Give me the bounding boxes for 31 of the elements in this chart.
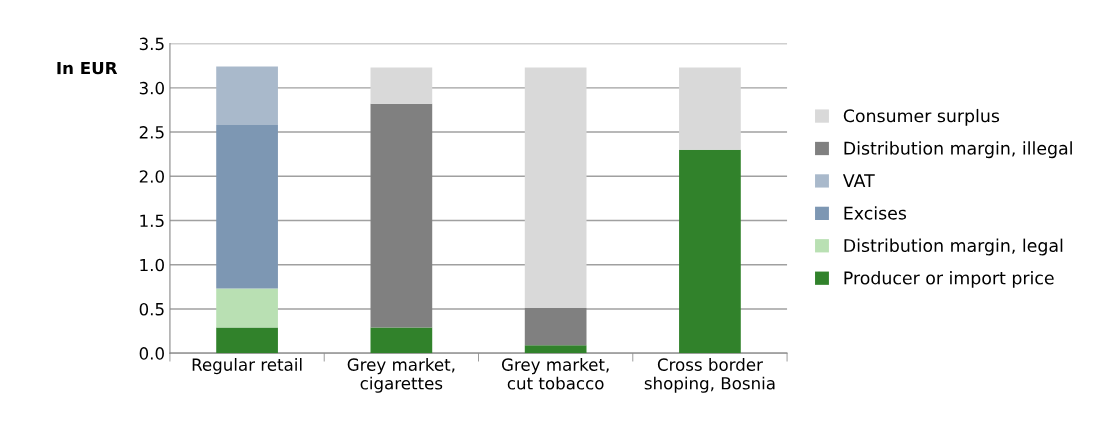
bar (679, 149, 741, 354)
legend-label: Consumer surplus (843, 108, 1000, 126)
legend-label: Excises (844, 206, 907, 220)
bar (679, 67, 741, 150)
bar (370, 327, 433, 354)
x-tick-label: Cross border shoping, Bosnia (644, 358, 775, 393)
y-tick-label: 3.0 (139, 81, 164, 95)
legend-label: VAT (842, 174, 875, 187)
bar (370, 103, 433, 328)
legend-label: Producer or import price (844, 271, 1054, 288)
y-tick-label: 0.5 (139, 302, 164, 316)
bar (524, 67, 587, 309)
bar (370, 67, 433, 104)
bar (216, 124, 278, 289)
legend-label: Distribution margin, illegal (844, 141, 1072, 159)
bar (216, 327, 278, 354)
y-tick-label: 1.5 (140, 214, 164, 228)
bar (216, 288, 278, 328)
legend-label: Distribution margin, legal (844, 238, 1063, 256)
y-tick-label: 0.0 (139, 347, 164, 360)
y-axis-title: In EUR (57, 61, 118, 75)
y-tick-label: 1.0 (140, 258, 164, 272)
bar (216, 66, 278, 125)
bar (524, 308, 587, 346)
x-tick-label: Regular retail (192, 358, 302, 375)
y-tick-label: 3.5 (139, 37, 164, 51)
x-tick-label: Grey market, cut tobacco (501, 358, 609, 390)
x-tick-label: Grey market, cigarettes (347, 358, 455, 393)
bar (524, 345, 587, 354)
y-tick-label: 2.0 (139, 170, 164, 183)
y-tick-label: 2.5 (139, 126, 164, 139)
